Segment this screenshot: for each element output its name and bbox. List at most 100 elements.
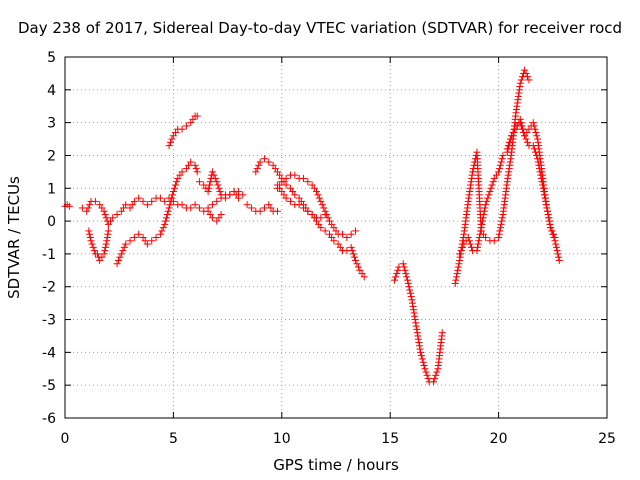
data-point [480, 211, 488, 219]
data-point [165, 204, 173, 212]
data-point [421, 365, 429, 373]
data-point [215, 184, 223, 192]
data-point [555, 253, 563, 261]
data-point [457, 247, 465, 255]
data-point [499, 151, 507, 159]
data-point [416, 345, 424, 353]
x-tick-labels: 0 5 10 15 20 25 [61, 431, 616, 447]
y-tick-label: -3 [42, 313, 56, 329]
data-point [407, 293, 415, 301]
data-point [408, 296, 416, 304]
data-point [524, 138, 532, 146]
data-point [217, 211, 225, 219]
data-point [482, 201, 490, 209]
data-point [431, 375, 439, 383]
data-point [536, 168, 544, 176]
data-point [122, 240, 130, 248]
data-point [420, 361, 428, 369]
data-point [113, 260, 121, 268]
data-point [546, 220, 554, 228]
data-point [210, 171, 218, 179]
data-point [158, 227, 166, 235]
data-point [65, 202, 73, 210]
data-point [168, 194, 176, 202]
data-point [505, 138, 513, 146]
data-point [318, 201, 326, 209]
data-point [504, 142, 512, 150]
data-point [165, 142, 173, 150]
data-point [314, 191, 322, 199]
data-point [477, 227, 485, 235]
data-point [519, 125, 527, 133]
data-point [247, 204, 255, 212]
data-point [451, 279, 459, 287]
data-point [521, 66, 529, 74]
data-point [486, 188, 494, 196]
data-point [417, 352, 425, 360]
data-point [148, 197, 156, 205]
data-point [453, 270, 461, 278]
data-point [308, 211, 316, 219]
data-point [413, 329, 421, 337]
data-point [430, 378, 438, 386]
data-point [252, 168, 260, 176]
data-point [172, 181, 180, 189]
data-point [475, 237, 483, 245]
data-point [347, 230, 355, 238]
data-point [409, 302, 417, 310]
data-point [291, 171, 299, 179]
data-point [253, 165, 261, 173]
data-point [488, 181, 496, 189]
y-tick-label: -1 [42, 247, 56, 263]
data-point [349, 250, 357, 258]
data-point [495, 230, 503, 238]
data-point [204, 188, 212, 196]
data-point [404, 276, 412, 284]
data-point [211, 174, 219, 182]
data-point [265, 158, 273, 166]
data-point [474, 240, 482, 248]
y-tick-label: 2 [47, 148, 56, 164]
data-point [423, 371, 431, 379]
data-point [547, 224, 555, 232]
y-tick-labels: -6 -5 -4 -3 -2 -1 0 1 2 3 4 5 [42, 50, 56, 427]
data-point [256, 207, 264, 215]
data-point [534, 155, 542, 163]
data-point [408, 299, 416, 307]
data-point [478, 220, 486, 228]
data-point [524, 73, 532, 81]
data-point [143, 240, 151, 248]
data-point [541, 194, 549, 202]
y-tick-label: -2 [42, 280, 56, 296]
data-point [206, 181, 214, 189]
data-point [542, 197, 550, 205]
data-point [208, 214, 216, 222]
data-point [135, 194, 143, 202]
data-point [454, 266, 462, 274]
data-point [191, 201, 199, 209]
data-point [103, 237, 111, 245]
data-point [104, 227, 112, 235]
data-point [182, 122, 190, 130]
data-point [539, 184, 547, 192]
data-point [343, 234, 351, 241]
data-point [166, 201, 174, 209]
data-point [418, 355, 426, 363]
data-point [87, 237, 95, 245]
data-point [113, 211, 121, 219]
data-point [164, 207, 172, 215]
data-point [517, 76, 525, 84]
data-point [291, 191, 299, 199]
data-point [394, 266, 402, 274]
data-point [168, 135, 176, 143]
data-point [539, 181, 547, 189]
data-point [278, 178, 286, 186]
data-point [484, 194, 492, 202]
data-point [529, 119, 537, 127]
data-point [400, 263, 408, 271]
data-point [455, 260, 463, 268]
data-point [433, 368, 441, 376]
data-point [424, 375, 432, 383]
data-point [91, 197, 99, 205]
